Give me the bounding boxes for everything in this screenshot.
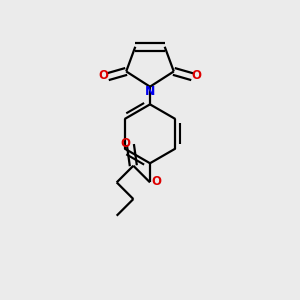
Text: O: O bbox=[120, 137, 130, 150]
Text: O: O bbox=[99, 69, 109, 82]
Text: O: O bbox=[152, 175, 161, 188]
Text: N: N bbox=[145, 85, 155, 98]
Text: O: O bbox=[191, 69, 201, 82]
